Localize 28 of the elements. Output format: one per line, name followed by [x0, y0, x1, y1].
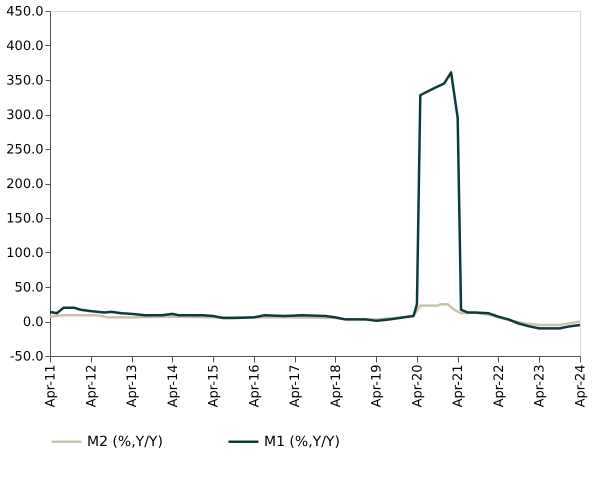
x-tick-label: Apr-22 — [492, 364, 507, 408]
x-tick-label: Apr-19 — [370, 364, 385, 408]
y-tick-label: 350.0 — [6, 74, 44, 88]
line-series — [48, 71, 582, 330]
y-tick-label: 150.0 — [6, 212, 44, 226]
x-tick-label: Apr-15 — [206, 364, 222, 408]
y-tick-label: 50.0 — [14, 280, 44, 296]
x-tick-label: Apr-12 — [84, 364, 100, 408]
y-tick-label: 0.0 — [22, 315, 44, 330]
y-tick-label: 300.0 — [6, 108, 44, 123]
x-tick-label: Apr-16 — [247, 364, 262, 408]
legend-label: M1 (%,Y/Y) — [264, 434, 340, 450]
legend-label: M2 (%,Y/Y) — [87, 434, 163, 450]
y-tick-label: -50.0 — [10, 350, 44, 364]
x-tick-label: Apr-17 — [288, 364, 304, 408]
x-tick-label: Apr-21 — [451, 364, 466, 408]
y-tick-label: 250.0 — [6, 142, 44, 158]
y-tick-label: 100.0 — [6, 246, 44, 261]
x-tick-label: Apr-11 — [44, 364, 58, 408]
x-tick-label: Apr-13 — [125, 364, 140, 408]
y-tick-label: 200.0 — [6, 177, 44, 192]
x-tick-label: Apr-24 — [574, 364, 588, 408]
y-tick-label: 400.0 — [6, 39, 44, 54]
x-tick-label: Apr-18 — [328, 364, 344, 408]
x-tick-label: Apr-14 — [166, 364, 181, 408]
x-tick-label: Apr-23 — [532, 364, 548, 408]
y-tick-label: 450.0 — [6, 4, 44, 20]
x-tick-label: Apr-20 — [410, 364, 426, 408]
